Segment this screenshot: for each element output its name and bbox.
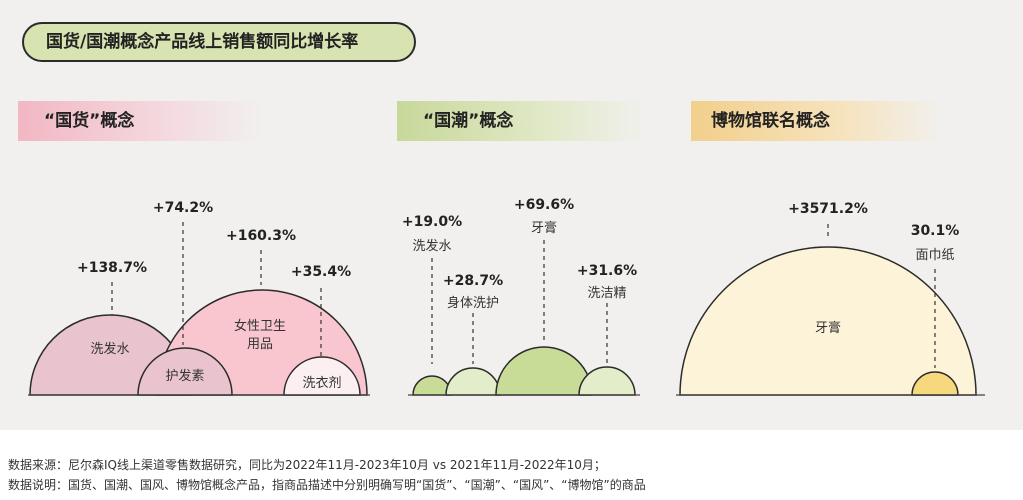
chart-title: 国货/国潮概念产品线上销售额同比增长率 (22, 22, 416, 62)
footnote-source: 数据来源：尼尔森IQ线上渠道零售数据研究，同比为2022年11月-2023年10… (8, 458, 606, 472)
bubble-guochao-2 (495, 346, 593, 396)
category-label-guohuo-1: 护发素 (165, 368, 204, 384)
bubble-guochao-0 (412, 375, 452, 396)
value-label-guohuo-2: +160.3% (226, 228, 296, 244)
category-guochao-header: “国潮”概念 (397, 101, 647, 141)
value-label-guochao-1: +28.7% (443, 273, 503, 289)
footnote-explanation: 数据说明：国货、国潮、国风、博物馆概念产品，指商品描述中分别明确写明“国货”、“… (8, 478, 646, 492)
value-label-guochao-0: +19.0% (402, 214, 462, 230)
bubble-museum-1 (911, 371, 959, 396)
bubble-guochao-3 (578, 366, 636, 396)
value-label-guochao-2: +69.6% (514, 197, 574, 213)
value-label-museum-0: +3571.2% (788, 201, 868, 217)
category-label-guohuo-3: 洗衣剂 (302, 375, 341, 391)
category-label-guohuo-2-line2: 用品 (247, 337, 273, 352)
category-guohuo-header: “国货”概念 (18, 101, 263, 141)
category-label-guochao-0: 洗发水 (412, 238, 451, 254)
footnotes: 数据来源：尼尔森IQ线上渠道零售数据研究，同比为2022年11月-2023年10… (8, 455, 646, 495)
category-label-guochao-3: 洗洁精 (587, 286, 626, 301)
category-label-museum-0: 牙膏 (815, 320, 841, 336)
bubble-guohuo-3 (283, 356, 361, 396)
category-label-museum-1: 面巾纸 (915, 248, 954, 263)
value-label-guohuo-0: +138.7% (77, 260, 147, 276)
bubble-guohuo-1 (137, 347, 233, 396)
value-label-guohuo-1: +74.2% (153, 200, 213, 216)
value-label-museum-1: 30.1% (911, 223, 960, 239)
category-museum-header: 博物馆联名概念 (691, 101, 943, 141)
value-label-guohuo-3: +35.4% (291, 264, 351, 280)
bubble-guochao-1 (445, 367, 501, 396)
category-label-guohuo-0: 洗发水 (90, 341, 129, 357)
category-label-guohuo-2: 女性卫生 (234, 318, 286, 334)
value-label-guochao-3: +31.6% (577, 263, 637, 279)
category-label-guochao-2: 牙膏 (531, 220, 557, 236)
bubble-museum-0 (679, 246, 977, 396)
category-label-guochao-1: 身体洗护 (447, 295, 499, 311)
